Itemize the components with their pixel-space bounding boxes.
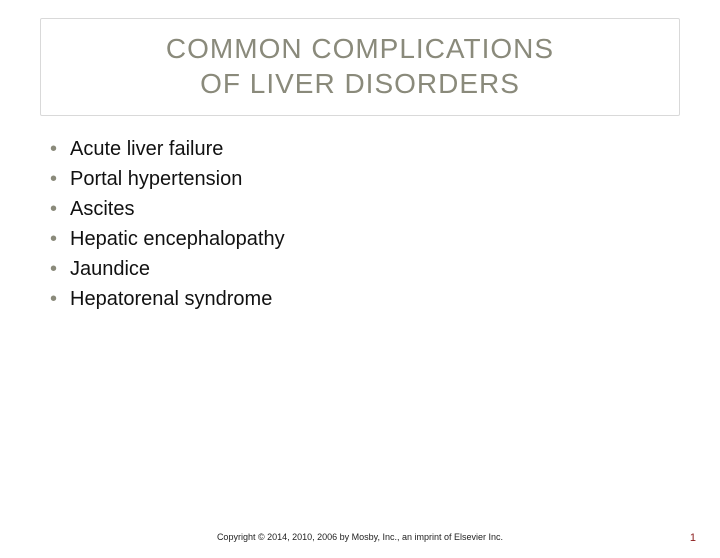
bullet-icon: •: [50, 286, 70, 312]
slide-title: COMMON COMPLICATIONS OF LIVER DISORDERS: [61, 31, 659, 101]
slide-content: • Acute liver failure • Portal hypertens…: [50, 136, 670, 312]
list-item: • Jaundice: [50, 256, 670, 282]
bullet-icon: •: [50, 136, 70, 162]
list-item-text: Ascites: [70, 196, 134, 222]
list-item: • Hepatorenal syndrome: [50, 286, 670, 312]
bullet-icon: •: [50, 166, 70, 192]
list-item: • Hepatic encephalopathy: [50, 226, 670, 252]
list-item-text: Portal hypertension: [70, 166, 242, 192]
title-line-2: OF LIVER DISORDERS: [200, 68, 520, 99]
bullet-icon: •: [50, 256, 70, 282]
copyright-footer: Copyright © 2014, 2010, 2006 by Mosby, I…: [0, 532, 720, 542]
page-number: 1: [690, 532, 696, 544]
list-item: • Portal hypertension: [50, 166, 670, 192]
list-item-text: Hepatorenal syndrome: [70, 286, 272, 312]
list-item-text: Jaundice: [70, 256, 150, 282]
list-item-text: Hepatic encephalopathy: [70, 226, 285, 252]
bullet-icon: •: [50, 226, 70, 252]
slide-title-box: COMMON COMPLICATIONS OF LIVER DISORDERS: [40, 18, 680, 116]
title-line-1: COMMON COMPLICATIONS: [166, 33, 554, 64]
bullet-list: • Acute liver failure • Portal hypertens…: [50, 136, 670, 312]
bullet-icon: •: [50, 196, 70, 222]
list-item: • Acute liver failure: [50, 136, 670, 162]
list-item-text: Acute liver failure: [70, 136, 223, 162]
list-item: • Ascites: [50, 196, 670, 222]
